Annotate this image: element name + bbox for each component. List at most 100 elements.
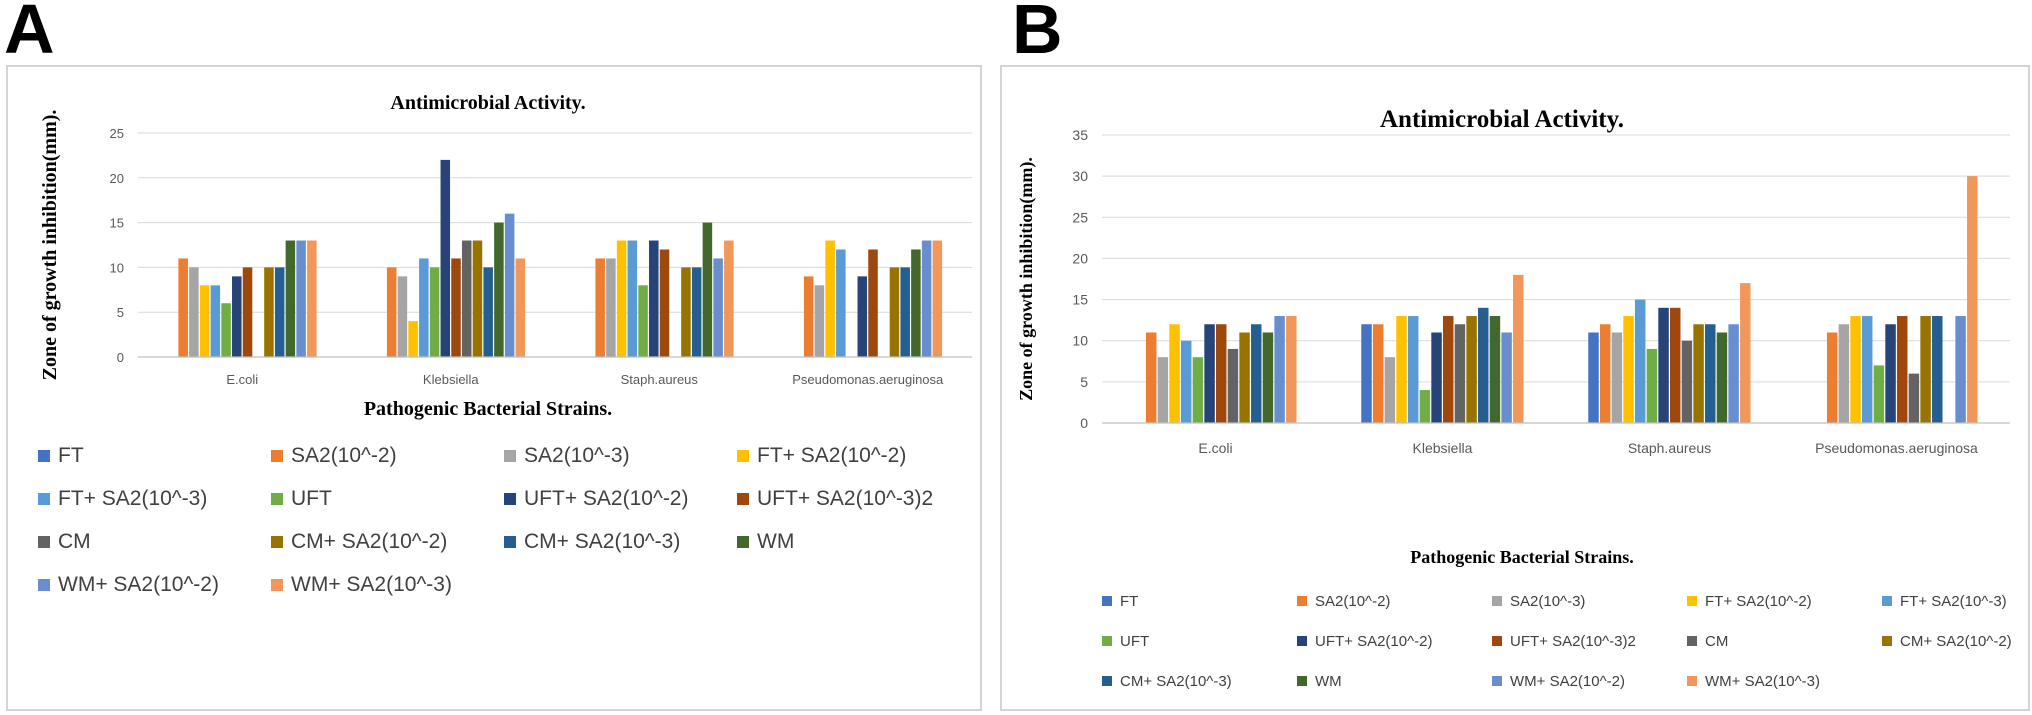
- bar-wm-sa2-10-3--staph-aureus: [1740, 283, 1751, 423]
- y-tick-label: 15: [110, 216, 124, 231]
- legend-swatch: [504, 493, 516, 505]
- bar-wm-sa2-10-2--klebsiella: [1501, 332, 1512, 423]
- bar-ft-sa2-10-3--pseudomonas-aeruginosa: [836, 249, 846, 357]
- bar-wm-e-coli: [1262, 332, 1274, 423]
- x-axis-label: Pathogenic Bacterial Strains.: [1410, 547, 1633, 567]
- bar-wm-pseudomonas-aeruginosa: [911, 249, 921, 357]
- bar-uft-sa2-10-2--pseudomonas-aeruginosa: [1885, 324, 1896, 423]
- bar-ft-sa2-10-2--e-coli: [1169, 324, 1180, 423]
- legend-swatch: [1297, 676, 1307, 686]
- legend-swatch: [1102, 636, 1112, 646]
- bar-ft-klebsiella: [1361, 324, 1372, 423]
- bar-sa2-10-2--pseudomonas-aeruginosa: [1826, 332, 1838, 423]
- legend-label: WM: [1315, 673, 1342, 690]
- bar-ft-sa2-10-3--staph-aureus: [1634, 299, 1646, 423]
- bar-sa2-10-3--klebsiella: [1384, 357, 1396, 423]
- bar-cm-sa2-10-3--klebsiella: [483, 267, 493, 357]
- bar-cm-e-coli: [1227, 348, 1239, 423]
- bar-uft-klebsiella: [429, 267, 440, 357]
- bar-wm-sa2-10-3--pseudomonas-aeruginosa: [1967, 176, 1978, 423]
- bar-sa2-10-2--pseudomonas-aeruginosa: [803, 276, 814, 357]
- bar-ft-sa2-10-2--pseudomonas-aeruginosa: [1850, 316, 1861, 423]
- legend-swatch: [1687, 676, 1697, 686]
- legend-swatch: [1687, 596, 1697, 606]
- bar-uft-staph-aureus: [1646, 348, 1658, 423]
- chart-panel-b: Antimicrobial Activity. 0 5 10 15 20 25 30 35 Zon…: [1000, 65, 2030, 711]
- bar-wm-sa2-10-2--pseudomonas-aeruginosa: [1955, 316, 1966, 423]
- panel-a-letter: A: [4, 0, 55, 68]
- bar-sa2-10-3--e-coli: [1157, 357, 1169, 423]
- chart-panel-a: Antimicrobial Activity. 0 5 10 15 20 25 Zone of…: [6, 65, 982, 711]
- legend-label: WM+ SA2(10^-2): [1510, 673, 1625, 690]
- bar-uft-sa2-10-2--staph-aureus: [649, 240, 659, 357]
- legend-swatch: [271, 536, 283, 548]
- panel-b-letter: B: [1012, 0, 1063, 68]
- legend-swatch: [38, 579, 50, 591]
- legend-swatch: [38, 450, 50, 462]
- legend-swatch: [1102, 676, 1112, 686]
- bar-sa2-10-3--klebsiella: [397, 276, 408, 357]
- legend-label: UFT+ SA2(10^-3)2: [757, 487, 933, 510]
- bar-ft-sa2-10-3--e-coli: [210, 285, 221, 357]
- y-tick-label: 25: [1072, 209, 1088, 225]
- bar-sa2-10-2--klebsiella: [1372, 324, 1384, 423]
- category-label: Staph.aureus: [621, 372, 699, 387]
- legend-swatch: [38, 493, 50, 505]
- legend-swatch: [504, 450, 516, 462]
- legend-swatch: [737, 493, 749, 505]
- legend-swatch: [38, 536, 50, 548]
- y-tick-label: 0: [117, 350, 124, 365]
- bar-uft-staph-aureus: [638, 285, 648, 357]
- legend-label: WM+ SA2(10^-2): [58, 573, 219, 596]
- bar-uft-sa2-10-2--klebsiella: [1431, 332, 1442, 423]
- bar-sa2-10-3--staph-aureus: [606, 258, 616, 357]
- legend-swatch: [1492, 596, 1502, 606]
- legend-label: UFT+ SA2(10^-2): [524, 487, 688, 510]
- y-axis-label: Zone of growth inhibition(mm).: [1016, 157, 1037, 401]
- y-tick-label: 25: [110, 126, 124, 141]
- legend-swatch: [1102, 596, 1112, 606]
- bar-uft-sa2-10-2--pseudomonas-aeruginosa: [857, 276, 868, 357]
- bar-ft-sa2-10-2--pseudomonas-aeruginosa: [825, 240, 835, 357]
- bar-wm-sa2-10-3--e-coli: [1286, 316, 1297, 423]
- legend-label: SA2(10^-3): [1510, 593, 1585, 610]
- bar-cm-sa2-10-2--e-coli: [1239, 332, 1250, 423]
- legend-label: WM: [757, 530, 794, 553]
- legend-label: SA2(10^-2): [1315, 593, 1390, 610]
- bar-wm-sa2-10-2--pseudomonas-aeruginosa: [921, 240, 932, 357]
- bar-sa2-10-2--e-coli: [1145, 332, 1157, 423]
- legend-swatch: [1297, 636, 1307, 646]
- bar-wm-sa2-10-3--e-coli: [307, 240, 317, 357]
- bar-cm-sa2-10-3--e-coli: [274, 267, 285, 357]
- bar-uft-sa2-10-2--klebsiella: [440, 159, 451, 357]
- bar-wm-staph-aureus: [702, 222, 713, 357]
- bar-wm-klebsiella: [494, 222, 504, 357]
- legend-swatch: [1297, 596, 1307, 606]
- category-label: Staph.aureus: [1628, 440, 1711, 456]
- legend-swatch: [271, 579, 283, 591]
- bar-wm-sa2-10-2--staph-aureus: [1728, 324, 1739, 423]
- bar-cm-staph-aureus: [1681, 340, 1693, 423]
- bar-uft-sa2-10-3-2-staph-aureus: [659, 249, 670, 357]
- bar-wm-sa2-10-2--e-coli: [296, 240, 306, 357]
- bar-cm-sa2-10-3--staph-aureus: [1705, 324, 1716, 423]
- legend-label: SA2(10^-2): [291, 444, 397, 467]
- legend-swatch: [1882, 636, 1892, 646]
- bar-wm-staph-aureus: [1716, 332, 1728, 423]
- bar-uft-pseudomonas-aeruginosa: [1873, 365, 1885, 423]
- bar-sa2-10-2--staph-aureus: [595, 258, 605, 357]
- bar-uft-sa2-10-2--e-coli: [1204, 324, 1215, 423]
- category-label: Pseudomonas.aeruginosa: [792, 372, 944, 387]
- bar-sa2-10-2--e-coli: [178, 258, 188, 357]
- legend-label: CM+ SA2(10^-2): [291, 530, 447, 553]
- legend-swatch: [1882, 596, 1892, 606]
- bar-uft-e-coli: [221, 303, 231, 357]
- legend-label: CM+ SA2(10^-3): [524, 530, 680, 553]
- legend-swatch: [1492, 676, 1502, 686]
- bar-wm-sa2-10-3--staph-aureus: [724, 240, 734, 357]
- legend-label: FT+ SA2(10^-2): [1705, 593, 1812, 610]
- legend-label: FT+ SA2(10^-3): [58, 487, 207, 510]
- category-label: E.coli: [226, 372, 258, 387]
- bar-cm-sa2-10-2--klebsiella: [472, 240, 483, 357]
- legend-swatch: [1492, 636, 1502, 646]
